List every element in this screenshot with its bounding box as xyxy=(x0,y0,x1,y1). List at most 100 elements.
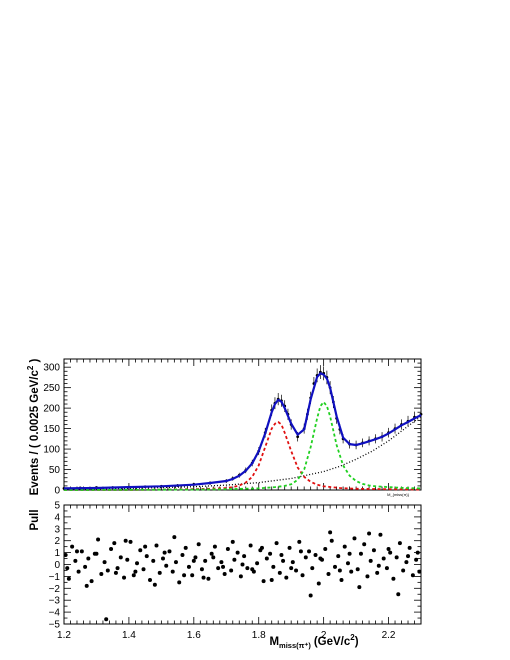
pull-point xyxy=(79,549,84,554)
pull-point xyxy=(355,567,360,572)
fit-y-tick-label: 150 xyxy=(43,424,60,435)
pull-point xyxy=(160,556,165,561)
pull-point xyxy=(268,551,273,556)
pull-point xyxy=(255,561,260,566)
pull-point xyxy=(86,556,91,561)
pull-point xyxy=(248,543,253,548)
pull-point xyxy=(222,572,227,577)
pull-point xyxy=(308,593,313,598)
fit-y-axis-label-close: ) xyxy=(29,358,41,365)
pull-point xyxy=(297,539,302,544)
pull-point xyxy=(238,574,243,579)
pull-point xyxy=(345,561,350,566)
pull-point xyxy=(406,554,411,559)
pull-y-tick-label: 2 xyxy=(54,536,60,547)
pull-y-tick-label: 0 xyxy=(54,560,60,571)
pull-point xyxy=(310,566,315,571)
pull-point xyxy=(138,548,143,553)
pull-point xyxy=(357,585,362,590)
x-tick-label: 1.2 xyxy=(57,630,71,641)
pull-point xyxy=(337,568,342,573)
pull-point xyxy=(143,544,148,549)
pull-point xyxy=(148,577,153,582)
pull-point xyxy=(104,617,109,622)
background-curve xyxy=(63,415,422,490)
data-point xyxy=(296,435,300,439)
pull-point xyxy=(199,567,204,572)
pull-point xyxy=(368,558,373,563)
x-axis-label-units: (GeV/c xyxy=(314,636,351,648)
pull-point xyxy=(332,564,337,569)
pull-point xyxy=(245,566,250,571)
pull-point xyxy=(358,551,363,556)
pull-point xyxy=(281,558,286,563)
pull-point xyxy=(125,557,130,562)
pull-point xyxy=(284,575,289,580)
pull-point xyxy=(89,579,94,584)
x-axis-label-main: M xyxy=(269,636,279,648)
pull-point xyxy=(66,576,71,581)
pull-point xyxy=(162,550,167,555)
pull-point xyxy=(417,569,422,574)
pull-point xyxy=(225,547,230,552)
pull-point xyxy=(394,555,399,560)
pull-point xyxy=(109,547,114,552)
fit-y-tick-label: 0 xyxy=(54,486,60,497)
pull-point xyxy=(328,530,333,535)
pull-point xyxy=(397,541,402,546)
pull-point xyxy=(235,550,240,555)
pull-y-tick-label: −2 xyxy=(49,584,61,595)
pull-point xyxy=(133,569,138,574)
pull-point xyxy=(177,580,182,585)
pull-point xyxy=(313,552,318,557)
pull-point xyxy=(318,556,323,561)
pull-point xyxy=(230,539,235,544)
pull-point xyxy=(76,569,81,574)
pull-point xyxy=(329,538,334,543)
pull-point xyxy=(349,569,354,574)
pull-point xyxy=(191,558,196,563)
pull-point xyxy=(180,552,185,557)
x-tick-label: 2 xyxy=(321,630,327,641)
pull-point xyxy=(105,568,110,573)
pull-y-tick-label: −4 xyxy=(49,608,61,619)
fit-panel: 0 50 100 150 200 250 300 xyxy=(43,358,423,497)
pull-point xyxy=(212,544,217,549)
fit-y-tick-label: 100 xyxy=(43,445,60,456)
pull-point xyxy=(371,548,376,553)
pull-point xyxy=(135,561,140,566)
fit-y-tick-label: 250 xyxy=(43,383,60,394)
pull-point xyxy=(352,536,357,541)
pull-point xyxy=(307,549,312,554)
pull-point xyxy=(99,572,104,577)
total-fit-curve xyxy=(63,372,422,490)
pull-point xyxy=(141,567,146,572)
pull-point xyxy=(384,566,389,571)
x-axis-label-sub: miss(π⁺) xyxy=(279,641,311,650)
pull-y-tick-label: 5 xyxy=(54,501,60,512)
pull-point xyxy=(269,577,274,582)
pull-point xyxy=(365,574,370,579)
pull-point xyxy=(415,550,420,555)
pull-point xyxy=(206,576,211,581)
fit-y-tick-label: 50 xyxy=(49,465,61,476)
pull-point xyxy=(84,583,89,588)
pull-point xyxy=(173,560,178,565)
pull-point xyxy=(259,545,264,550)
x-axis-label-sup: 2 xyxy=(350,633,355,642)
pull-point xyxy=(172,535,177,540)
pull-point xyxy=(229,568,234,573)
pull-point xyxy=(410,573,415,578)
pull-point xyxy=(203,558,208,563)
pull-point xyxy=(73,558,78,563)
pull-point xyxy=(396,592,401,597)
pull-point xyxy=(122,575,127,580)
x-tick-label: 1.4 xyxy=(122,630,136,641)
pull-point xyxy=(112,541,117,546)
pull-point xyxy=(274,541,279,546)
pull-point xyxy=(196,542,201,547)
pull-y-axis-label: Pull xyxy=(29,509,41,530)
pull-point xyxy=(154,543,159,548)
pull-point xyxy=(216,566,221,571)
